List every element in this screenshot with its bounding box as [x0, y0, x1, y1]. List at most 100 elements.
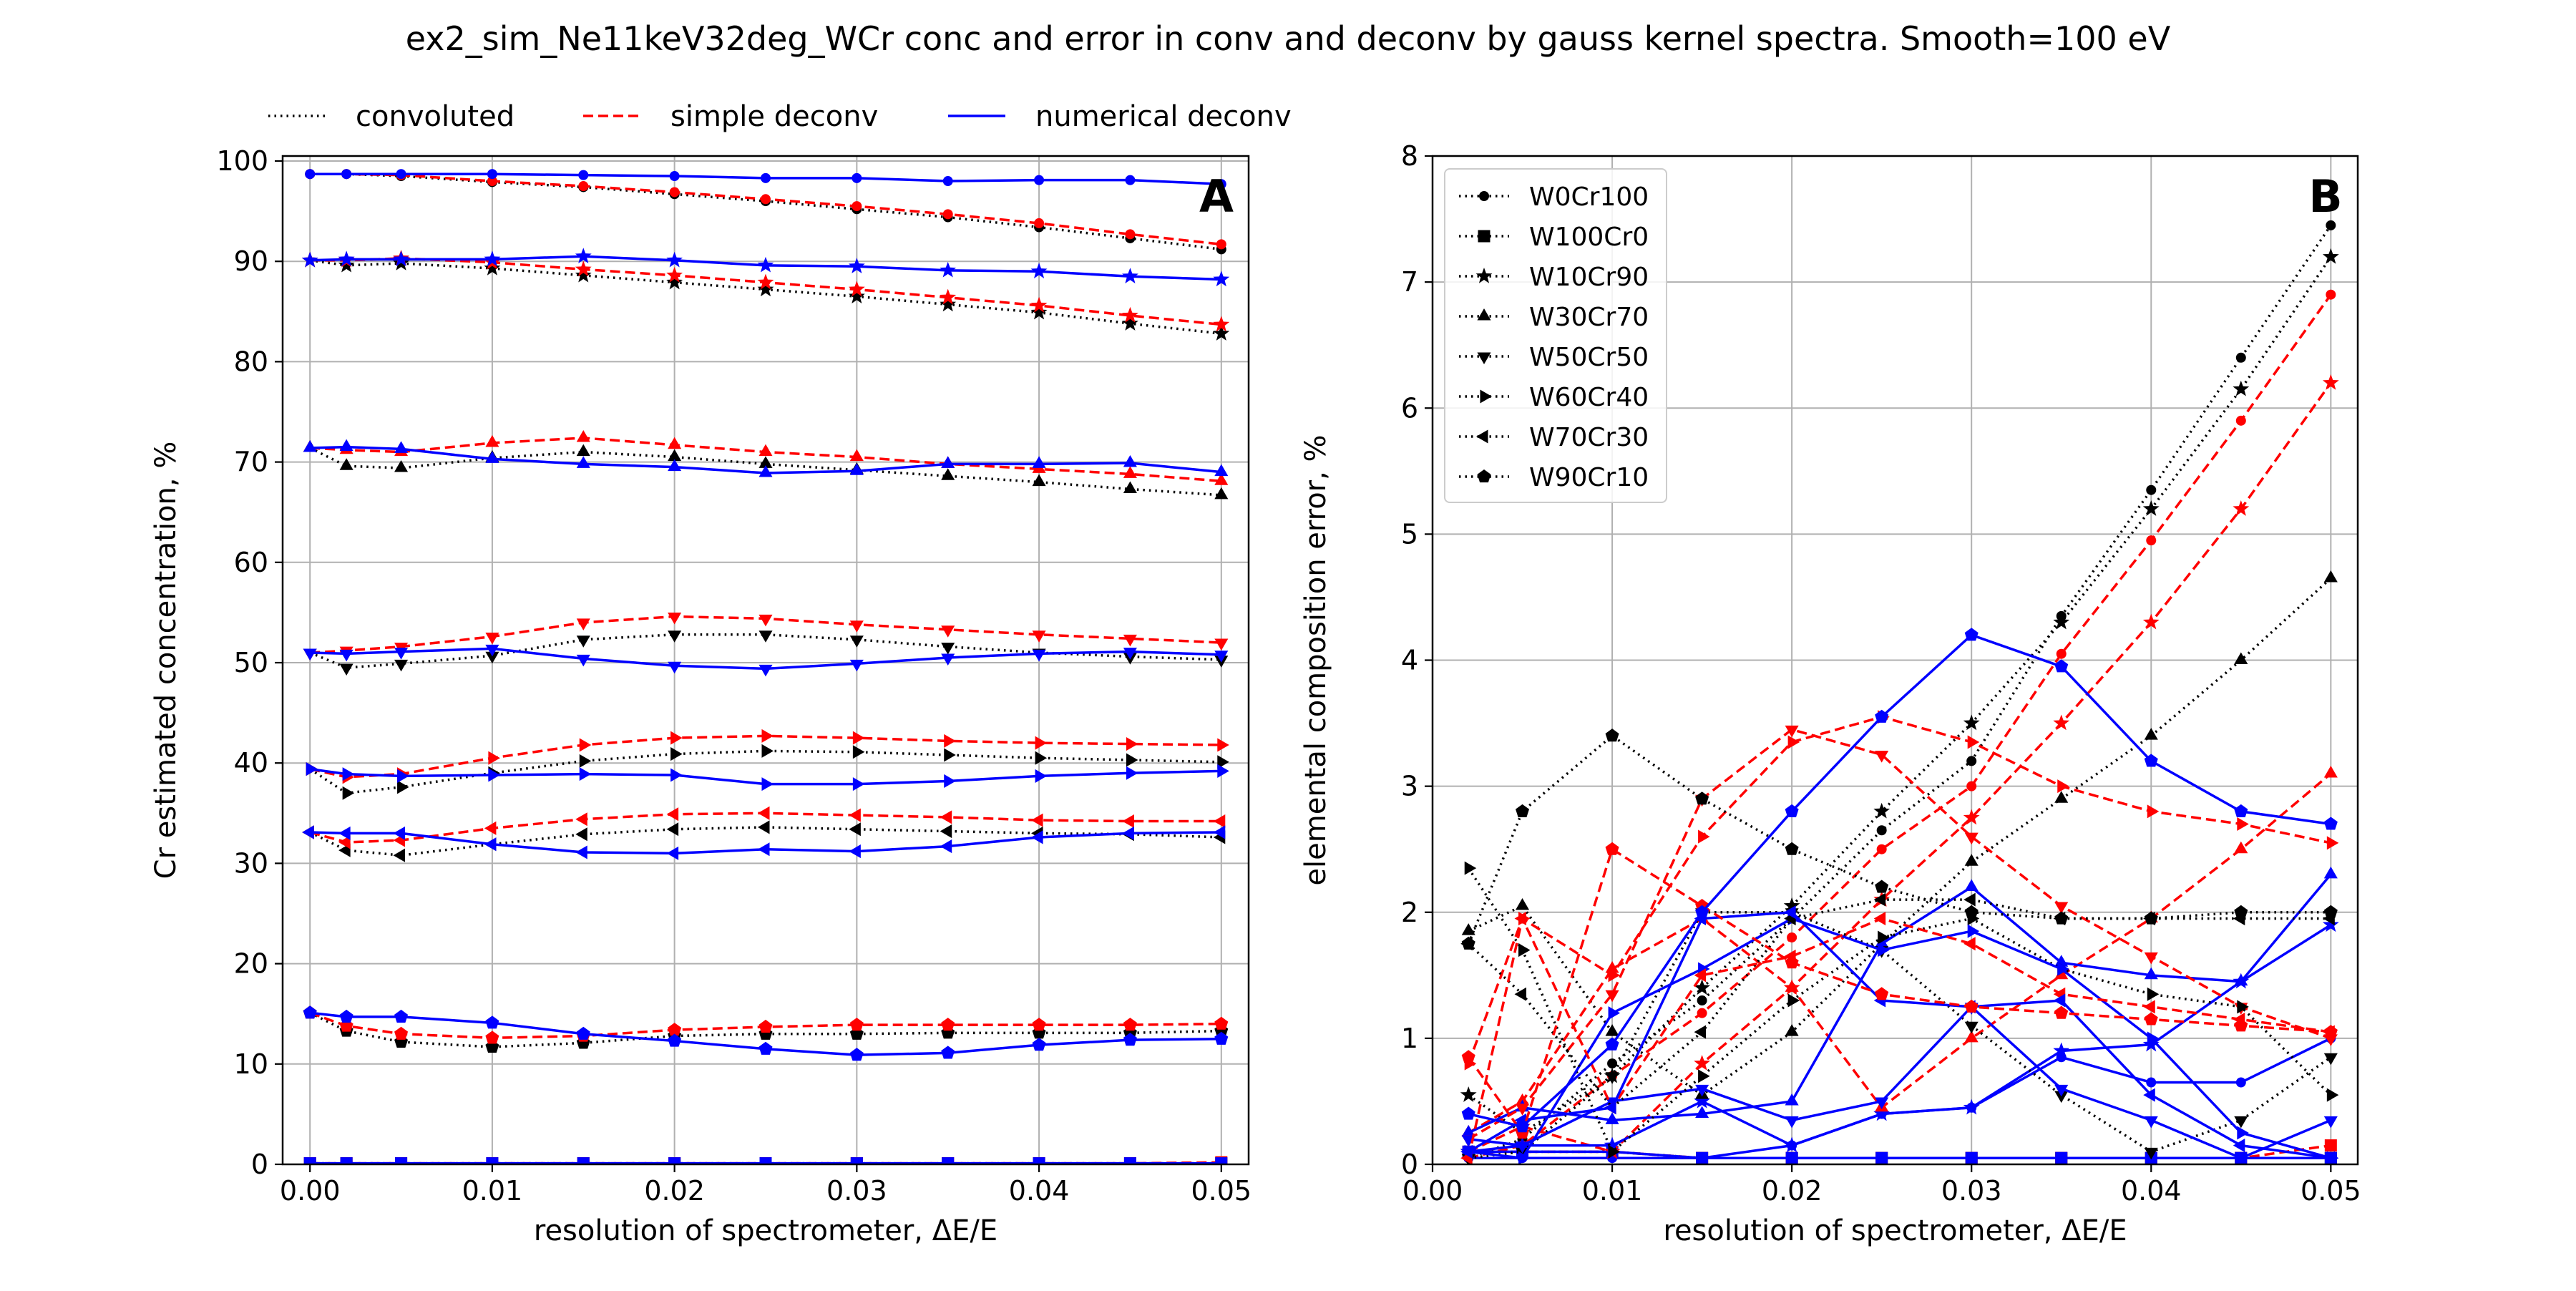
y-tick-label: 4: [1401, 645, 1418, 676]
data-point: [2142, 1036, 2160, 1052]
data-point: [394, 1026, 409, 1040]
data-point: [1035, 751, 1048, 765]
data-point: [487, 176, 497, 187]
data-point: [394, 441, 409, 453]
data-point: [2053, 993, 2066, 1008]
data-point: [338, 256, 355, 273]
data-point: [668, 1033, 682, 1047]
data-point: [1875, 709, 1889, 723]
data-point: [666, 807, 679, 822]
axis-ticks: 0.00 0.01 0.02 0.03 0.04 0.05 0 10 20 30 40 50 60 70 8…: [216, 145, 1252, 1207]
legend-marker: [1478, 230, 1491, 243]
data-point: [488, 768, 500, 782]
data-point: [2144, 754, 2158, 767]
legend-item: W100Cr0: [1459, 223, 1649, 252]
data-point: [1122, 306, 1138, 323]
data-point: [1123, 634, 1137, 647]
data-point: [1876, 825, 1887, 836]
y-tick-label: 6: [1401, 392, 1418, 424]
series-line: [309, 734, 1221, 779]
data-point: [1608, 1144, 1621, 1159]
data-point: [397, 769, 409, 783]
data-point: [852, 201, 862, 212]
series-line: [1468, 382, 2332, 1154]
data-point: [1214, 1031, 1229, 1045]
data-point: [669, 187, 680, 198]
data-point: [303, 648, 317, 661]
data-point: [941, 643, 955, 655]
data-point: [339, 439, 353, 452]
data-point: [2234, 841, 2248, 854]
data-point: [1875, 880, 1889, 893]
data-point: [393, 250, 409, 267]
data-point: [487, 169, 497, 180]
data-point: [1963, 1098, 1980, 1115]
data-point: [757, 256, 774, 273]
series-line: [309, 767, 1221, 786]
data-point: [1785, 804, 1799, 817]
data-point: [394, 659, 409, 672]
data-point: [486, 1157, 499, 1164]
legend-marker: [1480, 389, 1492, 404]
y-tick-label: 0: [251, 1149, 268, 1180]
data-point: [1032, 456, 1046, 468]
data-point: [1785, 1116, 1799, 1129]
data-point: [944, 734, 956, 748]
data-point: [670, 731, 683, 745]
axis-ticks: 0.00 0.01 0.02 0.03 0.04 0.05 0 1 2 3 4 5 6 7 8: [1401, 140, 2361, 1207]
plot-frame: [281, 155, 1250, 1166]
data-point: [1967, 735, 1980, 749]
figure-title: ex2_sim_Ne11keV32deg_WCr conc and error …: [406, 19, 2171, 58]
y-axis-label: elemental composition error, %: [1299, 434, 1332, 885]
data-point: [1122, 315, 1138, 331]
data-point: [2326, 220, 2336, 230]
data-point: [1694, 1092, 1711, 1109]
data-point: [1785, 1151, 1798, 1164]
data-point: [1873, 802, 1890, 819]
legend-item: W70Cr30: [1459, 423, 1649, 452]
data-point: [849, 1048, 864, 1061]
data-point: [1785, 1024, 1799, 1036]
data-point: [2144, 1012, 2158, 1026]
data-point: [668, 1157, 681, 1164]
data-point: [575, 845, 587, 859]
data-point: [666, 846, 679, 860]
data-point: [579, 767, 592, 781]
data-point: [848, 281, 865, 297]
data-point: [852, 745, 865, 759]
data-point: [668, 630, 682, 643]
data-point: [1785, 980, 1799, 992]
data-point: [1966, 781, 1977, 791]
data-point: [1876, 844, 1887, 854]
data-point: [849, 463, 864, 475]
data-point: [1123, 481, 1137, 493]
legend-item: W90Cr10: [1459, 463, 1649, 492]
data-point: [940, 824, 952, 839]
data-point: [2054, 791, 2069, 803]
data-point: [2322, 248, 2339, 264]
data-point: [1035, 769, 1048, 783]
data-point: [1784, 905, 1796, 920]
data-point: [1123, 455, 1137, 467]
data-point: [339, 649, 353, 662]
data-point: [940, 288, 957, 305]
data-point: [2054, 1091, 2069, 1104]
legend-item: W50Cr50: [1459, 343, 1649, 372]
data-point: [668, 613, 682, 625]
legend-label: W60Cr40: [1529, 383, 1649, 412]
legend-label: W90Cr10: [1529, 463, 1649, 492]
data-point: [848, 258, 865, 273]
data-point: [1214, 487, 1229, 500]
data-point: [1032, 649, 1046, 662]
data-point: [1695, 1106, 1709, 1119]
x-tick-label: 0.00: [1402, 1175, 1463, 1207]
data-point: [942, 209, 953, 220]
data-point: [849, 449, 864, 462]
data-point: [2323, 817, 2338, 830]
data-point: [941, 1018, 955, 1031]
data-point: [758, 444, 773, 457]
data-point: [393, 848, 406, 862]
x-axis-label: resolution of spectrometer, ΔE/E: [534, 1214, 997, 1247]
legend-item: W0Cr100: [1459, 182, 1649, 212]
top-legend-item: convoluted: [268, 100, 514, 133]
